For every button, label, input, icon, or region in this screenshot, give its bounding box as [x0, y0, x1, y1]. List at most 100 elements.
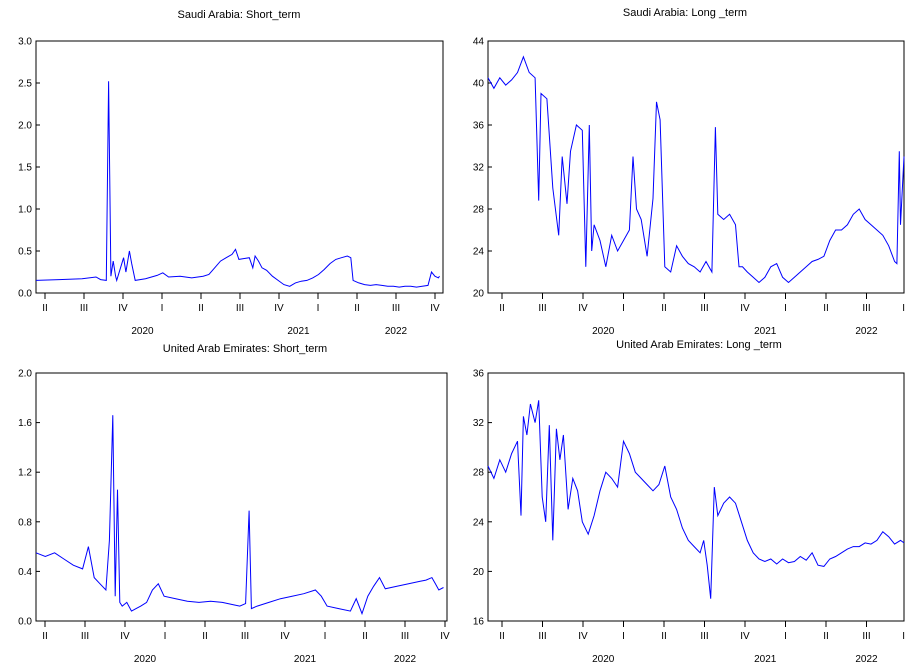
x-tick-label: I: [324, 631, 327, 642]
x-year-label: 2022: [394, 654, 417, 664]
x-tick-label: II: [354, 303, 360, 314]
x-tick-label: IV: [740, 631, 750, 642]
plot-frame: [487, 372, 905, 622]
y-tick-label: 1.0: [18, 205, 32, 216]
series-line: [35, 415, 444, 616]
x-year-label: 2022: [855, 654, 878, 664]
x-year-label: 2021: [287, 326, 310, 337]
x-tick-label: I: [784, 631, 787, 642]
x-tick-label: II: [661, 631, 667, 642]
x-tick-label: III: [80, 303, 88, 314]
x-tick-label: I: [622, 303, 625, 314]
x-year-label: 2021: [754, 654, 777, 664]
y-tick-label: 0.5: [18, 247, 32, 258]
x-tick-label: II: [823, 303, 829, 314]
y-tick-label: 20: [473, 289, 485, 300]
x-tick-label: IV: [440, 631, 450, 642]
x-tick-label: II: [362, 631, 368, 642]
x-year-label: 2022: [855, 326, 878, 337]
y-tick-label: 0.4: [18, 567, 32, 578]
x-tick-label: IV: [280, 631, 290, 642]
x-tick-label: IV: [430, 303, 440, 314]
x-tick-label: I: [622, 631, 625, 642]
x-tick-label: I: [164, 631, 167, 642]
y-tick-label: 36: [473, 121, 485, 132]
x-tick-label: IV: [274, 303, 284, 314]
y-tick-label: 3.0: [18, 37, 32, 48]
x-tick-label: I: [784, 303, 787, 314]
y-tick-label: 24: [473, 247, 485, 258]
y-tick-label: 24: [473, 517, 485, 528]
y-tick-label: 32: [473, 418, 485, 429]
x-tick-label: II: [499, 303, 505, 314]
y-tick-label: 0.0: [18, 617, 32, 628]
y-tick-label: 0.8: [18, 517, 32, 528]
series-line: [487, 400, 905, 599]
plot-area: 20242832364044IIIIIIVIIIIIIIVIIIIIIIV202…: [473, 37, 905, 338]
plot-frame: [35, 40, 444, 294]
y-tick-label: 28: [473, 468, 485, 479]
x-year-label: 2021: [294, 654, 317, 664]
x-tick-label: III: [401, 631, 409, 642]
x-tick-label: II: [42, 303, 48, 314]
x-tick-label: III: [81, 631, 89, 642]
x-tick-label: II: [499, 631, 505, 642]
x-tick-label: III: [538, 303, 546, 314]
x-year-label: 2020: [592, 326, 615, 337]
plot-area: 0.00.51.01.52.02.53.0II III IV I II III IV I II I…: [18, 37, 444, 337]
x-year-label: 2020: [592, 654, 615, 664]
y-tick-label: 36: [473, 369, 485, 380]
panel-title: United Arab Emirates: Long _term: [616, 339, 782, 351]
panel-uae-long: United Arab Emirates: Long _term 16 20 24 2…: [473, 339, 905, 664]
y-tick-label: 2.5: [18, 79, 32, 90]
x-tick-label: IV: [118, 303, 128, 314]
y-tick-label: 40: [473, 79, 485, 90]
x-tick-label: III: [392, 303, 400, 314]
x-tick-label: I: [317, 303, 320, 314]
x-year-label: 2020: [131, 326, 154, 337]
x-tick-label: IV: [740, 303, 750, 314]
x-tick-label: II: [42, 631, 48, 642]
y-tick-label: 1.5: [18, 163, 32, 174]
panel-saudi-short: Saudi Arabia: Short_term 0.0 0.5 1.0 1.5 2.0…: [18, 9, 444, 337]
x-tick-label: II: [661, 303, 667, 314]
x-tick-label: IV: [902, 303, 905, 314]
panel-uae-short: United Arab Emirates: Short_term 0.0 0.4 0…: [18, 343, 450, 664]
x-tick-label: II: [198, 303, 204, 314]
x-tick-label: III: [538, 631, 546, 642]
panel-title: Saudi Arabia: Long _term: [623, 7, 747, 19]
y-tick-label: 1.2: [18, 468, 32, 479]
x-year-label: 2020: [134, 654, 157, 664]
plot-area: 0.00.40.81.21.62.0II III IV I II III IV I II III I…: [18, 369, 450, 664]
x-tick-label: III: [236, 303, 244, 314]
series-line: [35, 81, 440, 288]
y-tick-label: 44: [473, 37, 485, 48]
y-tick-label: 20: [473, 567, 485, 578]
y-tick-label: 28: [473, 205, 485, 216]
x-tick-label: I: [161, 303, 164, 314]
y-tick-label: 1.6: [18, 418, 32, 429]
panel-saudi-long: Saudi Arabia: Long _term 20 24 28 32 36 40 44 I…: [473, 7, 905, 337]
x-year-label: 2022: [385, 326, 408, 337]
x-tick-label: II: [823, 631, 829, 642]
x-tick-label: III: [862, 631, 870, 642]
y-tick-label: 32: [473, 163, 485, 174]
plot-frame: [35, 372, 448, 622]
panel-title: Saudi Arabia: Short_term: [178, 9, 301, 21]
series-line: [487, 55, 905, 284]
y-tick-label: 2.0: [18, 369, 32, 380]
y-tick-label: 16: [473, 617, 485, 628]
x-year-label: 2021: [754, 326, 777, 337]
plot-area: 162024283236IIIIIIVIIIIIIIVIIIIIIIV20202…: [473, 369, 905, 664]
x-tick-label: III: [241, 631, 249, 642]
x-tick-label: III: [862, 303, 870, 314]
x-tick-label: III: [700, 303, 708, 314]
x-tick-label: IV: [578, 303, 588, 314]
x-tick-label: IV: [902, 631, 905, 642]
panel-title: United Arab Emirates: Short_term: [163, 343, 327, 355]
x-tick-label: II: [202, 631, 208, 642]
x-tick-label: III: [700, 631, 708, 642]
plot-frame: [487, 40, 905, 294]
x-tick-label: IV: [578, 631, 588, 642]
